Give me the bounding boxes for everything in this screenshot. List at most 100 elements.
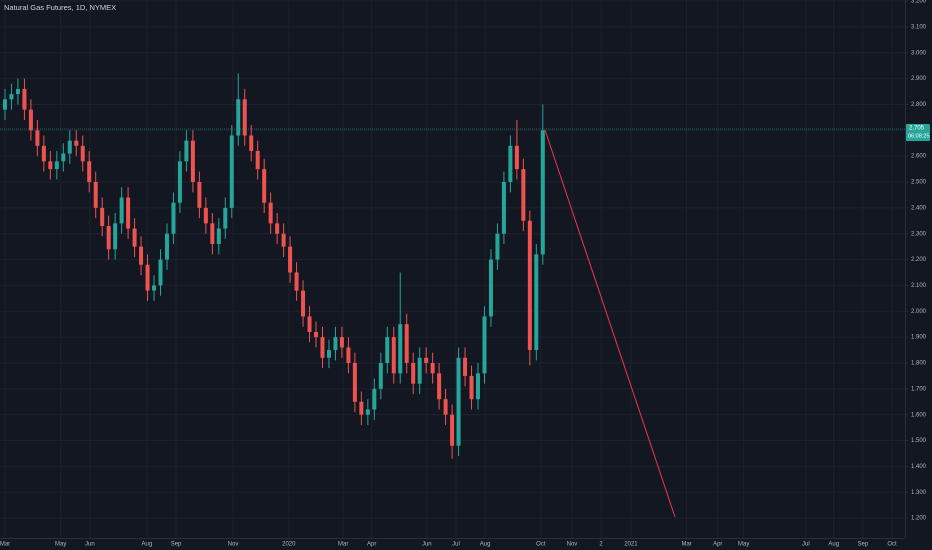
- candle-body: [326, 350, 331, 358]
- x-tick-label: Oct: [536, 542, 546, 548]
- candle-body: [275, 223, 280, 234]
- candle-body: [417, 357, 422, 384]
- x-tick-label: Nov: [567, 542, 578, 548]
- candle-body: [268, 202, 273, 224]
- y-tick-label: 1.300: [911, 490, 927, 496]
- y-tick-label: 2.500: [911, 180, 927, 186]
- candle-body: [437, 373, 442, 400]
- candle-body: [106, 225, 111, 250]
- candle-body: [320, 337, 325, 358]
- candle-body: [242, 99, 247, 136]
- candle-body: [391, 337, 396, 374]
- candle-body: [508, 145, 513, 183]
- candle-body: [463, 357, 468, 376]
- last-price-label: 2.705: [909, 126, 925, 132]
- candle-body: [359, 401, 364, 415]
- candle-body: [177, 161, 182, 203]
- candle-body: [411, 362, 416, 384]
- candle-body: [171, 202, 176, 234]
- candle-body: [333, 337, 338, 351]
- trend-line: [544, 129, 676, 518]
- candle-body: [365, 409, 370, 415]
- candle-body: [352, 362, 357, 402]
- x-tick-label: Mar: [338, 542, 348, 548]
- y-tick-label: 2.000: [911, 309, 927, 315]
- x-tick-label: Aug: [828, 542, 839, 548]
- candle-body: [475, 373, 480, 400]
- candle-body: [93, 182, 98, 208]
- x-tick-label: Sep: [858, 542, 869, 548]
- candle-body: [41, 145, 46, 162]
- candle-body: [48, 161, 53, 170]
- x-tick-label: 2: [599, 542, 603, 548]
- candle-body: [80, 145, 85, 162]
- x-tick-label: Aug: [480, 542, 491, 548]
- grid: [0, 0, 905, 538]
- y-tick-label: 3.100: [911, 24, 927, 30]
- candle-body: [190, 140, 195, 183]
- y-tick-label: 1.800: [911, 361, 927, 367]
- candle-body: [61, 153, 66, 162]
- candle-body: [158, 259, 163, 286]
- candle-body: [113, 223, 118, 250]
- candle-body: [482, 316, 487, 374]
- candle-body: [223, 207, 228, 229]
- candle-body: [74, 140, 79, 146]
- candle-body: [307, 316, 312, 332]
- candle-body: [314, 331, 319, 338]
- candle-body: [301, 290, 306, 317]
- candle-body: [28, 109, 33, 131]
- candle-body: [249, 135, 254, 151]
- candle-body: [398, 324, 403, 374]
- candle-body: [294, 272, 299, 291]
- candle-body: [119, 197, 124, 224]
- x-tick-label: Mar: [681, 542, 691, 548]
- candle-body: [495, 233, 500, 260]
- candle-body: [126, 197, 131, 229]
- candle-body: [288, 246, 293, 273]
- y-tick-label: 3.200: [911, 0, 927, 5]
- candle-body: [456, 357, 461, 446]
- candle-body: [145, 264, 150, 291]
- candle-body: [346, 347, 351, 363]
- candle-body: [229, 135, 234, 208]
- x-tick-label: Jul: [452, 542, 460, 548]
- candle-body: [255, 150, 260, 170]
- candle-body: [262, 169, 267, 203]
- candle-body: [35, 130, 40, 146]
- x-tick-label: Jun: [422, 542, 432, 548]
- x-tick-label: Jun: [85, 542, 95, 548]
- x-tick-label: Jul: [802, 542, 810, 548]
- y-tick-label: 2.800: [911, 102, 927, 108]
- x-tick-label: May: [738, 542, 749, 548]
- x-tick-label: Mar: [0, 542, 10, 548]
- candle-body: [203, 207, 208, 224]
- x-tick-label: 2020: [282, 542, 296, 548]
- countdown-label: 06:08:25: [908, 133, 929, 139]
- x-tick-label: Oct: [887, 542, 897, 548]
- candle-body: [385, 337, 390, 363]
- candle-body: [372, 388, 377, 410]
- y-tick-label: 2.400: [911, 205, 927, 211]
- x-tick-label: May: [55, 542, 66, 548]
- candle-body: [540, 130, 545, 255]
- y-tick-label: 2.200: [911, 257, 927, 263]
- candle-body: [450, 414, 455, 446]
- y-tick-label: 2.600: [911, 154, 927, 160]
- candle-body: [132, 228, 137, 247]
- candle-body: [2, 99, 7, 110]
- y-tick-label: 3.000: [911, 50, 927, 56]
- x-tick-label: 2021: [624, 542, 638, 548]
- candle-body: [164, 233, 169, 260]
- candle-body: [430, 362, 435, 374]
- candle-body: [100, 207, 105, 226]
- y-tick-label: 1.200: [911, 516, 927, 522]
- candle-body: [443, 399, 448, 415]
- candle-body: [501, 182, 506, 234]
- candle-body: [15, 88, 20, 95]
- candle-body: [87, 161, 92, 183]
- candle-body: [152, 285, 157, 291]
- y-tick-label: 2.100: [911, 283, 927, 289]
- candle-body: [404, 324, 409, 363]
